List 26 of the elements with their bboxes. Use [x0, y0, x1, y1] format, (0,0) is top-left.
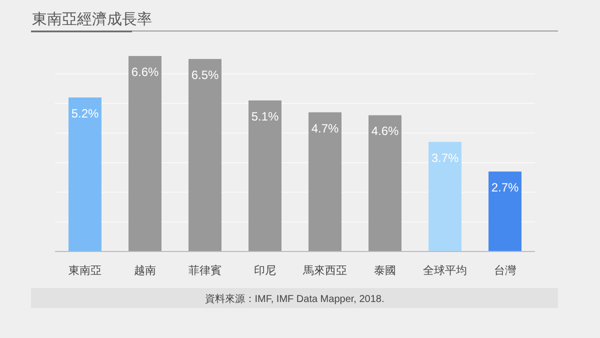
data-label: 5.1%: [251, 109, 279, 124]
chart-title: 東南亞經濟成長率: [32, 11, 152, 28]
x-tick-label: 泰國: [374, 265, 396, 277]
x-tick-label: 全球平均: [423, 264, 467, 277]
bar: [368, 115, 402, 252]
bar: [488, 172, 522, 252]
data-label: 4.7%: [311, 121, 339, 136]
x-tick-label: 印尼: [254, 264, 276, 277]
x-tick-label: 東南亞: [68, 264, 102, 277]
x-tick-label: 菲律賓: [188, 264, 222, 277]
x-tick-label: 台灣: [494, 264, 516, 277]
data-label: 2.7%: [491, 180, 519, 195]
bar: [68, 97, 102, 252]
bar: [188, 58, 222, 252]
x-tick-label: 越南: [134, 264, 156, 277]
data-label: 6.5%: [191, 68, 219, 82]
source-note: 資料來源：IMF, IMF Data Mapper, 2018.: [204, 293, 384, 305]
bar: [308, 112, 342, 252]
data-label: 6.6%: [131, 65, 159, 79]
bar: [248, 100, 282, 252]
bar: [128, 56, 162, 252]
data-label: 5.2%: [71, 106, 99, 120]
data-label: 3.7%: [431, 150, 459, 165]
data-label: 4.6%: [371, 124, 399, 138]
bar: [428, 142, 462, 252]
x-tick-label: 馬來西亞: [302, 264, 347, 277]
